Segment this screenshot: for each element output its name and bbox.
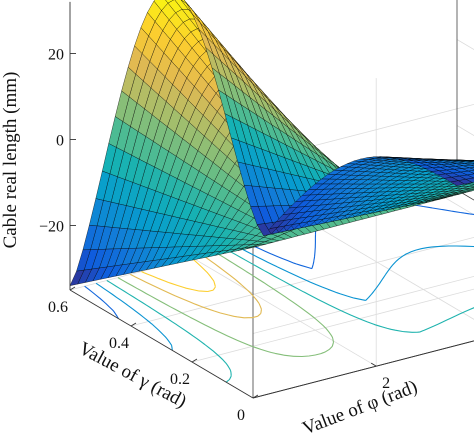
z-tick-label: 20 bbox=[48, 47, 64, 64]
z-tick-label: −20 bbox=[39, 219, 64, 236]
surface-mesh bbox=[69, 0, 474, 286]
grid-line bbox=[191, 288, 474, 363]
z-tick-label: 0 bbox=[56, 133, 64, 150]
floor-contour-line bbox=[95, 245, 474, 351]
grid-line bbox=[192, 257, 377, 367]
y-tick bbox=[69, 286, 76, 291]
grid-line bbox=[316, 225, 474, 320]
x-axis-label: Value of φ (rad) bbox=[300, 376, 421, 439]
grid-line bbox=[439, 194, 474, 216]
floor-contour-line bbox=[117, 251, 335, 358]
x-tick-label: 2 bbox=[382, 375, 390, 392]
floor-contour-line bbox=[106, 249, 474, 383]
floor-contour-line bbox=[141, 258, 216, 293]
y-tick bbox=[130, 322, 137, 327]
y-tick-label: 0.6 bbox=[48, 299, 68, 316]
grid-line bbox=[252, 125, 474, 334]
x-axis bbox=[252, 340, 474, 399]
y-tick-label: 0 bbox=[237, 407, 245, 424]
grid-line bbox=[130, 236, 474, 327]
y-tick-label: 0.4 bbox=[109, 335, 129, 352]
y-tick-label: 0.2 bbox=[170, 371, 190, 388]
y-tick bbox=[191, 358, 198, 363]
x-tick bbox=[370, 362, 377, 367]
grid-line bbox=[252, 103, 474, 162]
surface-patch bbox=[69, 269, 85, 286]
y-axis bbox=[69, 289, 254, 399]
surface-patch bbox=[180, 0, 188, 4]
floor-contour-line bbox=[130, 255, 262, 319]
z-axis-label: Cable real length (mm) bbox=[0, 72, 21, 249]
